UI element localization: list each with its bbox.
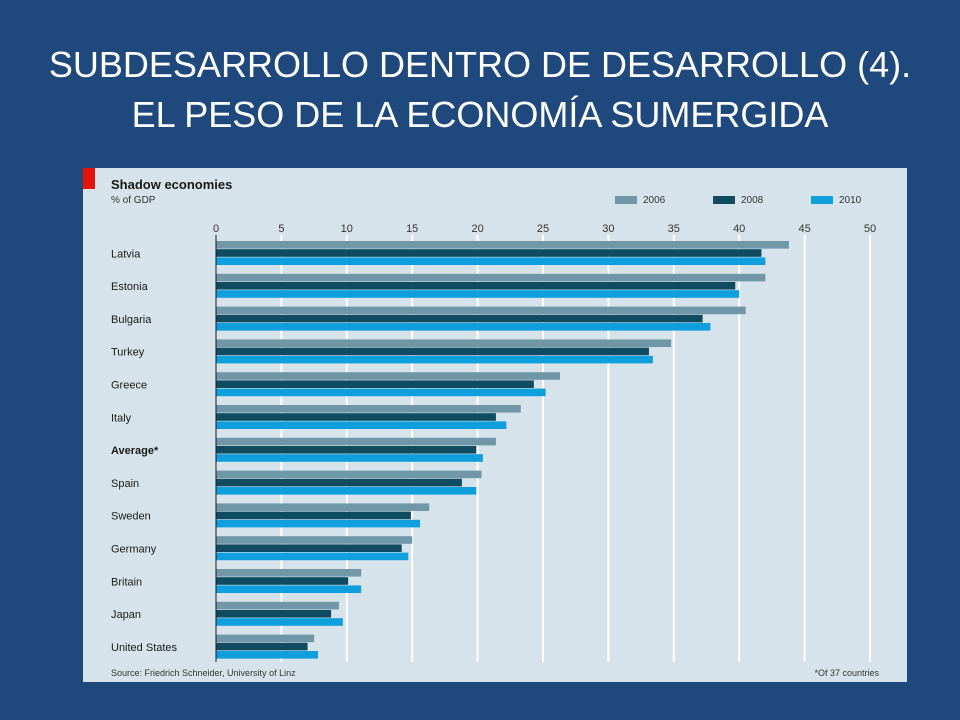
chart-legend: 2006 2008 2010 (615, 195, 862, 206)
slide-title-line-2: EL PESO DE LA ECONOMÍA SUMERGIDA (131, 94, 829, 135)
legend-label: 2008 (741, 195, 764, 206)
bar (216, 519, 421, 528)
bar (216, 380, 534, 388)
bar (216, 347, 649, 356)
bar (216, 306, 746, 315)
category-label: Italy (111, 412, 132, 424)
category-label: Latvia (111, 248, 141, 260)
bar (216, 323, 711, 331)
bar (216, 511, 411, 520)
category-label: United States (111, 642, 178, 654)
x-tick-label: 35 (668, 223, 680, 235)
category-label: Sweden (111, 511, 151, 523)
x-tick-label: 20 (471, 223, 483, 235)
bar (216, 249, 762, 257)
bar (216, 634, 315, 643)
bar (216, 642, 308, 651)
x-tick-label: 5 (278, 223, 284, 235)
slide-title: SUBDESARROLLO DENTRO DE DESARROLLO (4). … (0, 40, 960, 140)
bar (216, 282, 736, 290)
bar (216, 446, 477, 454)
bar (216, 487, 477, 495)
category-label: Bulgaria (111, 314, 152, 326)
footnote: *Of 37 countries (814, 668, 879, 678)
chart-panel: Shadow economies % of GDP 2006 2008 2010 0… (83, 168, 907, 682)
bar (216, 478, 462, 487)
bar (216, 421, 507, 429)
bar (216, 372, 561, 380)
category-label: Spain (111, 478, 139, 490)
category-label: Turkey (111, 347, 145, 359)
bar (216, 388, 546, 397)
bar (216, 437, 496, 446)
bar (216, 569, 362, 577)
legend-swatch (615, 196, 637, 204)
legend-label: 2006 (643, 195, 666, 206)
category-label: Britain (111, 576, 142, 588)
chart-grid: 0 5 10 15 20 25 30 35 40 45 50 (213, 223, 876, 662)
bar (216, 577, 349, 585)
slide-title-line-1: SUBDESARROLLO DENTRO DE DESARROLLO (4). (48, 44, 912, 85)
bar (216, 470, 482, 479)
legend-swatch (713, 196, 735, 204)
bar (216, 552, 409, 561)
chart-subtitle: % of GDP (111, 195, 156, 206)
x-tick-label: 15 (406, 223, 418, 235)
legend-label: 2010 (839, 195, 862, 206)
chart-bars (216, 241, 789, 659)
bar (216, 405, 521, 413)
chart-title: Shadow economies (111, 177, 232, 192)
x-tick-label: 10 (341, 223, 353, 235)
bar (216, 454, 483, 462)
x-tick-label: 25 (537, 223, 549, 235)
bar (216, 413, 496, 421)
bar (216, 290, 740, 298)
category-label: Japan (111, 609, 141, 621)
bar (216, 503, 430, 511)
source-note: Source: Friedrich Schneider, University … (111, 668, 296, 678)
category-label: Germany (111, 544, 157, 556)
category-label: Estonia (111, 281, 149, 293)
bar (216, 544, 402, 552)
bar (216, 601, 339, 610)
x-tick-label: 40 (733, 223, 745, 235)
category-label: Greece (111, 380, 147, 392)
x-tick-label: 30 (602, 223, 614, 235)
bar (216, 651, 319, 659)
bar (216, 585, 362, 593)
bar (216, 355, 653, 364)
bar (216, 536, 413, 544)
bar (216, 241, 789, 249)
bar (216, 273, 766, 282)
x-tick-label: 0 (213, 223, 219, 235)
bar (216, 618, 343, 626)
bar (216, 610, 332, 618)
bar (216, 257, 766, 265)
accent-marker (83, 168, 95, 189)
category-label: Average* (111, 445, 159, 457)
bar (216, 314, 703, 323)
bar (216, 339, 672, 347)
shadow-economies-chart: Shadow economies % of GDP 2006 2008 2010 0… (83, 168, 879, 678)
x-tick-label: 45 (798, 223, 810, 235)
legend-swatch (811, 196, 833, 204)
category-labels: Latvia Estonia Bulgaria Turkey Greece Italy Av… (111, 248, 178, 654)
x-tick-label: 50 (864, 223, 876, 235)
